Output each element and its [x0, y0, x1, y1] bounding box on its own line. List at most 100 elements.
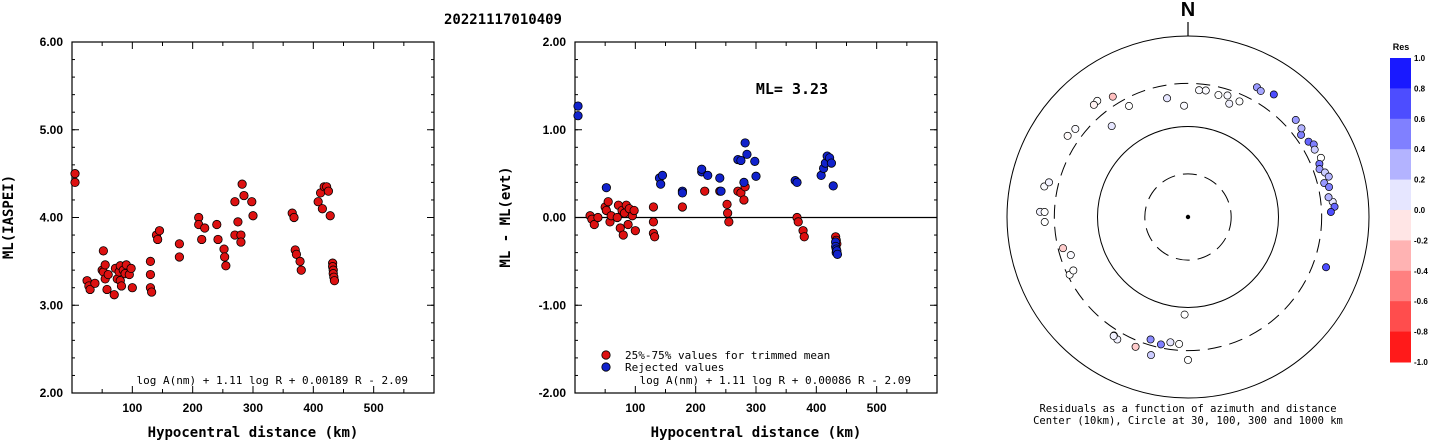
- left-x-tick-label: 200: [183, 401, 203, 415]
- middle-data-point: [677, 188, 687, 198]
- left-data-point: [90, 278, 100, 288]
- middle-data-point: [828, 181, 838, 191]
- left-data-point: [116, 281, 127, 291]
- station-residual-point: [1166, 338, 1175, 347]
- station-residual-point: [1256, 87, 1265, 95]
- left-data-point: [103, 269, 113, 280]
- legend-label-rejected: Rejected values: [625, 361, 724, 374]
- left-data-point: [313, 197, 323, 207]
- middle-data-point: [593, 212, 603, 223]
- left-data-point: [98, 246, 108, 256]
- station-residual-point: [1040, 218, 1049, 226]
- left-data-point: [212, 219, 222, 230]
- middle-data-point: [573, 111, 583, 121]
- middle-x-tick-label: 500: [867, 401, 887, 415]
- middle-x-tick-label: 200: [686, 401, 706, 415]
- left-data-point: [323, 186, 334, 196]
- colorbar-title: Res: [1393, 42, 1410, 52]
- middle-data-point: [573, 101, 583, 111]
- station-residual-point: [1326, 208, 1335, 216]
- colorbar-tick-label: 0.8: [1414, 84, 1426, 93]
- middle-data-point: [722, 199, 732, 209]
- left-data-point: [248, 211, 258, 221]
- station-residual-point: [1040, 208, 1049, 216]
- colorbar-tick-label: 0.4: [1414, 145, 1426, 154]
- station-residual-point: [1214, 91, 1223, 99]
- left-formula: log A(nm) + 1.11 log R + 0.00189 R - 2.0…: [136, 374, 408, 387]
- middle-data-point: [750, 156, 760, 166]
- legend-marker-trimmed: [601, 350, 611, 360]
- epicenter-marker: [1185, 214, 1191, 220]
- distance-ring: [1053, 82, 1323, 352]
- middle-formula: log A(nm) + 1.11 log R + 0.00086 R - 2.0…: [639, 374, 911, 387]
- left-x-tick-label: 400: [303, 401, 323, 415]
- colorbar-cell: [1390, 210, 1411, 241]
- left-y-tick-label: 4.00: [40, 211, 64, 225]
- station-residual-point: [1089, 100, 1098, 109]
- station-residual-point: [1180, 310, 1189, 319]
- figure-title: 20221117010409: [444, 12, 562, 28]
- left-data-point: [236, 237, 246, 247]
- left-data-point: [147, 287, 157, 297]
- station-residual-point: [1147, 351, 1155, 360]
- middle-y-axis-label: ML - ML(evt): [498, 166, 514, 267]
- left-data-point: [174, 252, 184, 262]
- station-residual-point: [1175, 340, 1184, 348]
- left-x-axis-label: Hypocentral distance (km): [148, 425, 359, 441]
- left-y-tick-label: 6.00: [40, 35, 64, 49]
- middle-x-axis-label: Hypocentral distance (km): [651, 425, 862, 441]
- colorbar-tick-label: -0.2: [1414, 236, 1428, 245]
- left-data-point: [233, 217, 243, 227]
- polar-caption-line-2: Center (10km), Circle at 30, 100, 300 an…: [1033, 415, 1343, 427]
- colorbar-cell: [1390, 118, 1411, 150]
- station-residual-point: [1045, 178, 1053, 187]
- station-residual-point: [1291, 116, 1300, 124]
- colorbar-cell: [1390, 301, 1411, 333]
- middle-data-point: [630, 226, 640, 236]
- middle-data-point: [697, 164, 707, 174]
- colorbar-cell: [1390, 240, 1411, 272]
- middle-data-point: [700, 186, 710, 196]
- station-residual-point: [1324, 193, 1333, 202]
- left-data-point: [153, 234, 163, 245]
- legend-marker-rejected: [601, 362, 611, 372]
- left-data-point: [145, 256, 156, 266]
- middle-data-point: [793, 217, 803, 227]
- station-residual-point: [1297, 130, 1306, 139]
- colorbar-cell: [1390, 149, 1411, 181]
- station-residual-point: [1069, 266, 1078, 275]
- middle-data-point: [832, 249, 843, 259]
- left-y-axis-label: ML(IASPEI): [1, 175, 17, 259]
- station-residual-point: [1146, 335, 1155, 344]
- middle-y-tick-label: 0.00: [543, 211, 567, 225]
- middle-data-point: [792, 177, 802, 187]
- colorbar-cells: [1390, 58, 1411, 363]
- colorbar-ticks: 1.0 0.8 0.6 0.4 0.2 0.0 -0.2 -0.4 -0.6 -0.8 -1.0: [1414, 54, 1428, 367]
- colorbar-tick-label: 1.0: [1414, 54, 1426, 63]
- left-data-point: [145, 269, 156, 280]
- middle-y-tick-label: 2.00: [543, 35, 567, 49]
- station-residual-point: [1223, 91, 1232, 100]
- colorbar-tick-label: -0.4: [1414, 267, 1428, 276]
- station-residual-point: [1235, 97, 1244, 106]
- middle-data-point: [657, 170, 668, 180]
- station-residual-point: [1310, 145, 1319, 154]
- left-data-point: [230, 197, 240, 207]
- colorbar-tick-label: 0.2: [1414, 176, 1426, 185]
- station-residual-point: [1201, 86, 1210, 95]
- left-data-point: [317, 204, 327, 214]
- left-axis-ticks: 100 200 300 400 500 2.00 3.00 4.00 5.00 6.00: [40, 35, 434, 415]
- middle-data-point: [739, 177, 749, 187]
- middle-data-point: [612, 212, 622, 223]
- station-residual-point: [1109, 332, 1118, 340]
- middle-y-tick-label: -2.00: [539, 386, 567, 400]
- middle-data-point: [618, 230, 628, 240]
- ml-annotation: ML= 3.23: [756, 80, 828, 98]
- middle-data-point: [723, 208, 733, 218]
- middle-data-point: [650, 232, 660, 242]
- middle-data-point: [703, 170, 713, 180]
- left-data-point: [100, 260, 110, 270]
- middle-data-point: [623, 219, 633, 230]
- middle-y-tick-label: 1.00: [543, 123, 567, 137]
